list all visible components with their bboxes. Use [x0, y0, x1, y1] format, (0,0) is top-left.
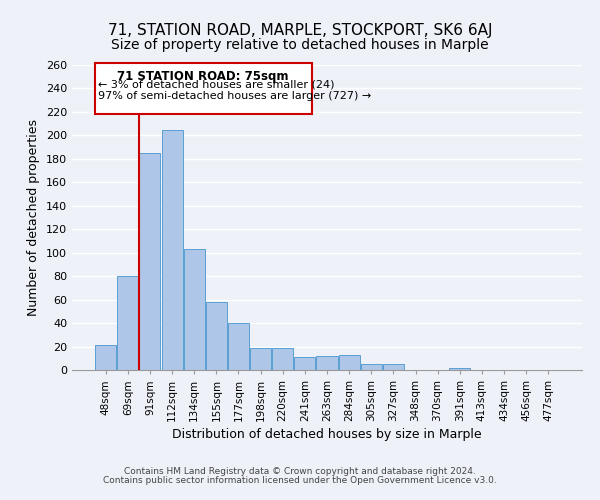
Bar: [250, 348, 271, 370]
Bar: [161, 130, 182, 370]
Bar: [184, 249, 205, 370]
Bar: [295, 357, 316, 370]
FancyBboxPatch shape: [95, 62, 311, 114]
Bar: [118, 276, 139, 370]
Bar: [228, 323, 249, 370]
Y-axis label: Number of detached properties: Number of detached properties: [28, 119, 40, 316]
Text: ← 3% of detached houses are smaller (24): ← 3% of detached houses are smaller (24): [98, 79, 334, 89]
X-axis label: Distribution of detached houses by size in Marple: Distribution of detached houses by size …: [172, 428, 482, 441]
Text: Contains HM Land Registry data © Crown copyright and database right 2024.: Contains HM Land Registry data © Crown c…: [124, 467, 476, 476]
Bar: [383, 364, 404, 370]
Text: 97% of semi-detached houses are larger (727) →: 97% of semi-detached houses are larger (…: [98, 91, 371, 101]
Text: Contains public sector information licensed under the Open Government Licence v3: Contains public sector information licen…: [103, 476, 497, 485]
Bar: [95, 346, 116, 370]
Bar: [449, 368, 470, 370]
Bar: [316, 356, 338, 370]
Bar: [272, 348, 293, 370]
Text: 71 STATION ROAD: 75sqm: 71 STATION ROAD: 75sqm: [118, 70, 289, 82]
Bar: [361, 364, 382, 370]
Text: 71, STATION ROAD, MARPLE, STOCKPORT, SK6 6AJ: 71, STATION ROAD, MARPLE, STOCKPORT, SK6…: [108, 22, 492, 38]
Bar: [338, 355, 359, 370]
Bar: [206, 302, 227, 370]
Bar: [139, 153, 160, 370]
Text: Size of property relative to detached houses in Marple: Size of property relative to detached ho…: [111, 38, 489, 52]
